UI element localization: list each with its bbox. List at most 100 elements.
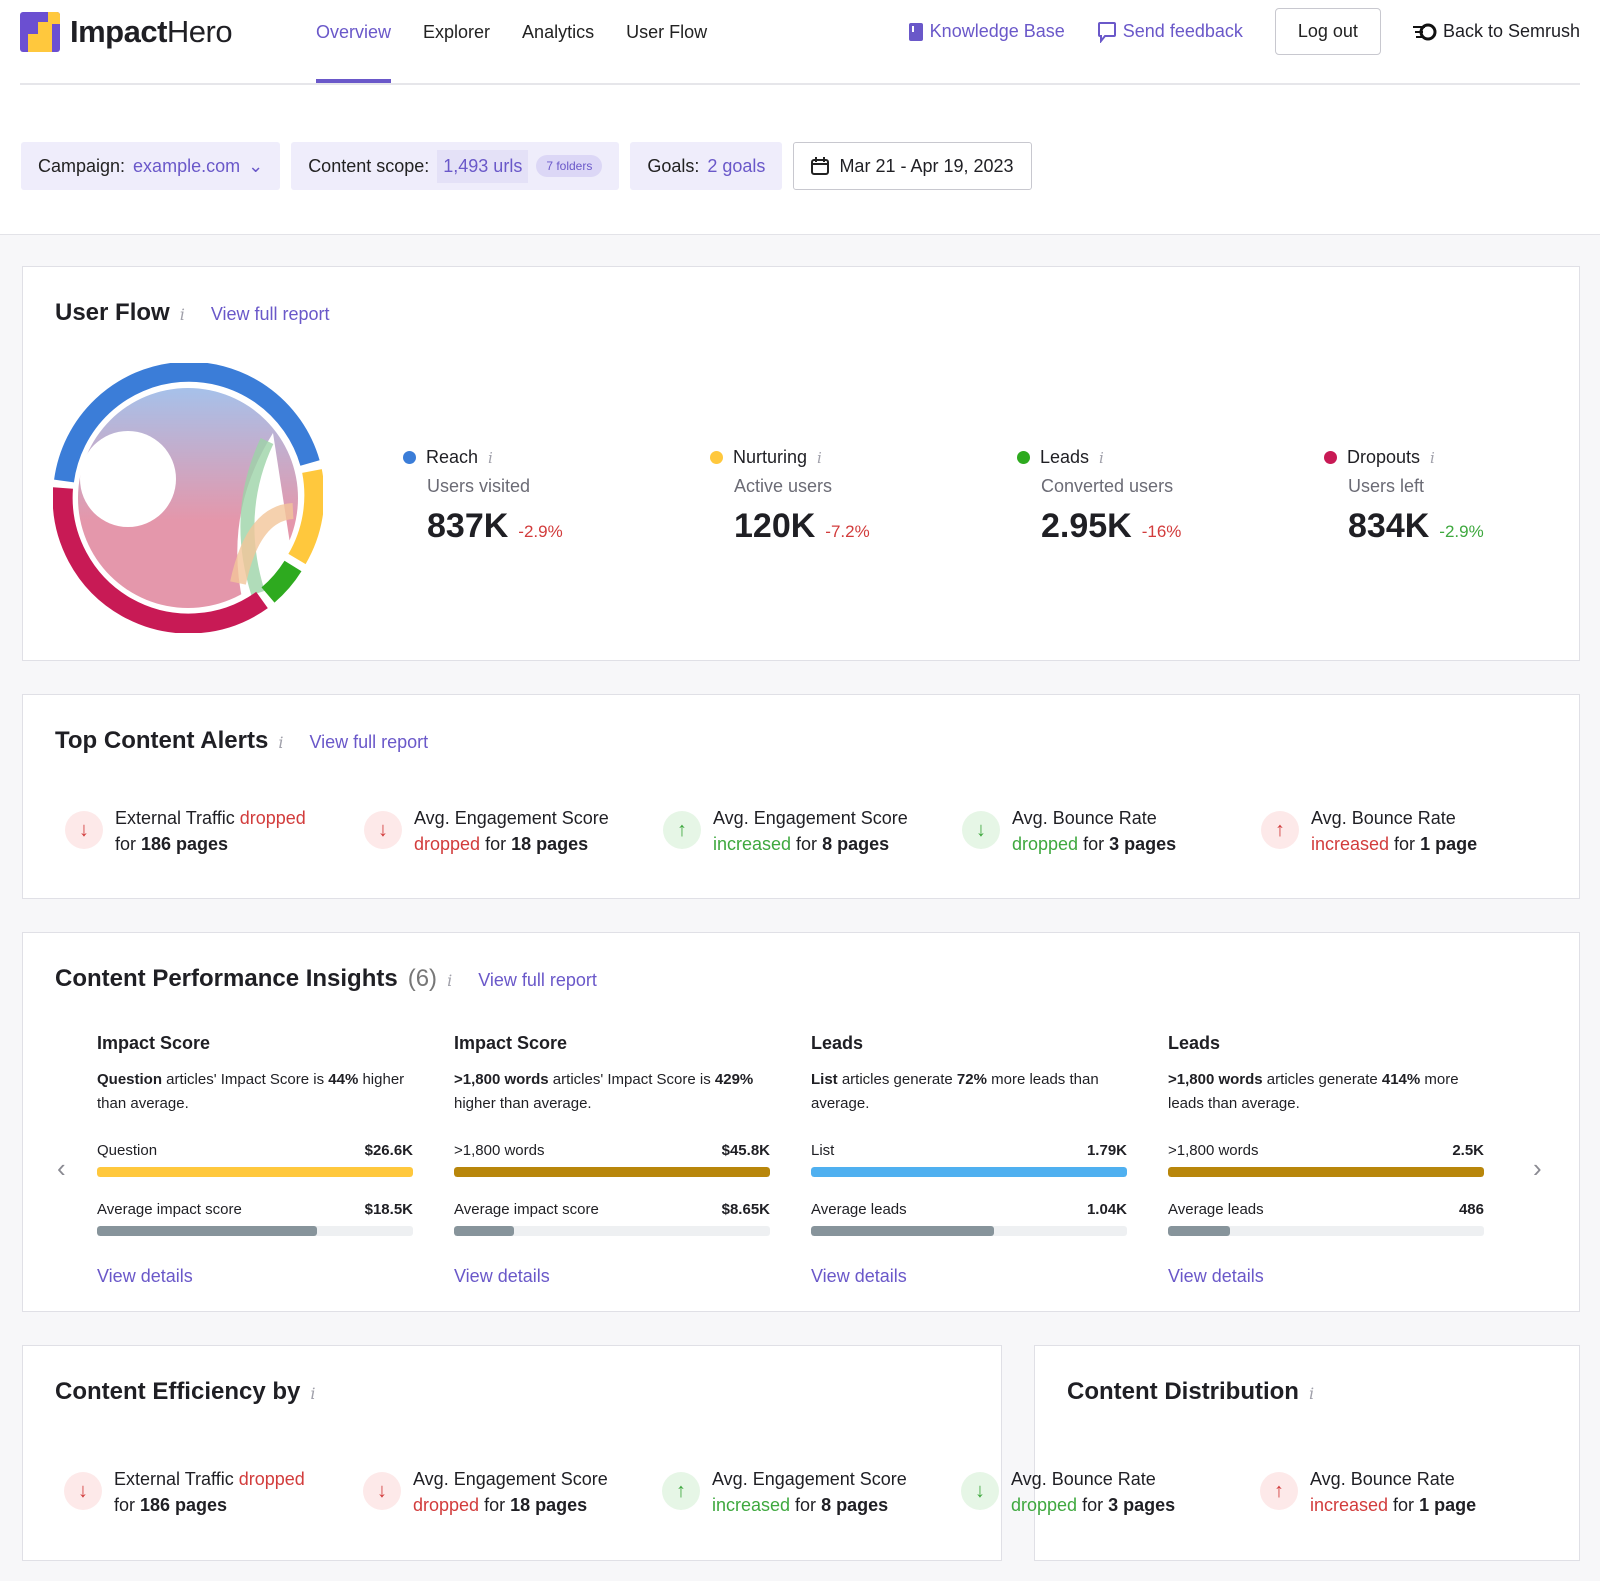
user-flow-view-report-link[interactable]: View full report xyxy=(210,304,330,324)
tab-explorer[interactable]: Explorer xyxy=(423,22,491,42)
send-feedback-link[interactable]: Send feedback xyxy=(1097,21,1243,43)
tab-overview[interactable]: Overview xyxy=(316,0,392,83)
alert-item[interactable]: ↑ Avg. Bounce Rate increased for 1 page xyxy=(1260,1466,1559,1518)
tab-analytics[interactable]: Analytics xyxy=(522,22,595,42)
date-range-value: Mar 21 - Apr 19, 2023 xyxy=(839,155,1014,176)
alert-for: for xyxy=(1388,1495,1420,1515)
reach-arc[interactable] xyxy=(54,363,320,483)
alert-item[interactable]: ↓ Avg. Engagement Score dropped for 18 pag… xyxy=(363,1466,662,1518)
metric-name: Nurturing xyxy=(733,447,808,467)
tab-user-flow[interactable]: User Flow xyxy=(626,22,708,42)
insight-bar-value: $45.8K xyxy=(721,1142,770,1159)
insight-description: >1,800 words articles' Impact Score is 4… xyxy=(454,1071,754,1112)
leads-arc[interactable] xyxy=(261,560,302,603)
alert-item[interactable]: ↑ Avg. Bounce Rate increased for 1 page xyxy=(1261,805,1560,857)
date-range-picker[interactable]: Mar 21 - Apr 19, 2023 xyxy=(793,142,1032,190)
campaign-value: example.com xyxy=(133,155,241,176)
alert-for: for xyxy=(115,834,142,854)
campaign-filter[interactable]: Campaign: example.com ⌄ xyxy=(21,142,281,190)
insight-bar-value: $26.6K xyxy=(364,1142,413,1159)
goals-filter[interactable]: Goals: 2 goals xyxy=(630,142,783,190)
alert-item[interactable]: ↓ Avg. Bounce Rate dropped for 3 pages xyxy=(962,805,1261,857)
info-icon[interactable]: i xyxy=(1308,1384,1315,1403)
metric-value: 120K xyxy=(734,507,816,545)
alert-for: for xyxy=(791,834,823,854)
alert-item[interactable]: ↓ Avg. Bounce Rate dropped for 3 pages xyxy=(961,1466,1260,1518)
alert-item[interactable]: ↓ Avg. Engagement Score dropped for 18 pag… xyxy=(364,805,663,857)
insights-title: Content Performance Insights xyxy=(55,965,398,992)
user-flow-card: User Flow i View full report Reach i Users … xyxy=(22,266,1580,661)
logo[interactable]: ImpactHero xyxy=(20,12,233,52)
user-flow-title: User Flow xyxy=(55,299,170,326)
alert-metric: Avg. Engagement Score xyxy=(413,1469,608,1489)
average-bar xyxy=(811,1226,1127,1236)
arrow-up-icon: ↑ xyxy=(1260,1472,1298,1510)
view-details-link[interactable]: View details xyxy=(1168,1266,1264,1286)
alerts-view-report-link[interactable]: View full report xyxy=(309,732,429,752)
metric-name: Dropouts xyxy=(1347,447,1421,467)
view-details-link[interactable]: View details xyxy=(811,1266,907,1286)
insight-card: Leads List articles generate 72% more le… xyxy=(811,1033,1127,1287)
carousel-next-icon[interactable]: › xyxy=(1533,1153,1542,1183)
user-flow-chord-diagram[interactable] xyxy=(53,363,323,633)
carousel-prev-icon[interactable]: ‹ xyxy=(57,1153,66,1183)
metric-change: -2.9% xyxy=(518,522,563,541)
alert-item[interactable]: ↑ Avg. Engagement Score increased for 8 pa… xyxy=(663,805,962,857)
info-icon[interactable]: i xyxy=(1430,448,1435,467)
alert-count: 8 pages xyxy=(822,834,890,854)
alert-item[interactable]: ↓ External Traffic dropped for 186 pages xyxy=(64,1466,363,1518)
metric-value: 834K xyxy=(1348,507,1430,545)
alert-for: for xyxy=(114,1495,141,1515)
alert-count: 18 pages xyxy=(510,1495,588,1515)
info-icon[interactable]: i xyxy=(1099,448,1104,467)
insight-bar-value: 1.79K xyxy=(1086,1142,1127,1159)
insights-count: (6) xyxy=(407,965,438,992)
alert-count: 18 pages xyxy=(511,834,589,854)
arrow-down-icon: ↓ xyxy=(961,1472,999,1510)
metric-value: 837K xyxy=(427,507,509,545)
logout-button[interactable]: Log out xyxy=(1274,8,1381,55)
info-icon[interactable]: i xyxy=(447,971,453,990)
average-bar-value: $18.5K xyxy=(364,1201,413,1218)
insight-bar xyxy=(1168,1167,1484,1177)
info-icon[interactable]: i xyxy=(179,305,185,324)
chevron-down-icon: ⌄ xyxy=(248,155,264,176)
info-icon[interactable]: i xyxy=(278,733,284,752)
alert-metric: Avg. Engagement Score xyxy=(713,808,908,828)
alert-item[interactable]: ↑ Avg. Engagement Score increased for 8 pa… xyxy=(662,1466,961,1518)
folders-pill[interactable]: 7 folders xyxy=(536,155,603,177)
back-to-semrush-link[interactable]: Back to Semrush xyxy=(1412,21,1580,42)
semrush-icon xyxy=(1412,23,1437,40)
alert-change: increased xyxy=(1310,1495,1389,1515)
dropouts-arc[interactable] xyxy=(53,487,268,633)
nurturing-arc[interactable] xyxy=(288,469,323,565)
metric-change: -2.9% xyxy=(1439,522,1484,541)
brand-bold: Impact xyxy=(70,14,167,49)
content-efficiency-card: Content Efficiency by i xyxy=(22,1345,1002,1561)
insight-description: List articles generate 72% more leads th… xyxy=(811,1071,1099,1112)
alert-item[interactable]: ↓ External Traffic dropped for 186 pages xyxy=(65,805,364,857)
scope-value[interactable]: 1,493 urls xyxy=(437,149,529,183)
header-area: ImpactHero Overview Explorer Analytics U… xyxy=(0,0,1600,235)
content-scope-filter[interactable]: Content scope: 1,493 urls 7 folders xyxy=(291,142,620,190)
alert-change: dropped xyxy=(1012,834,1079,854)
efficiency-alerts: ↓ External Traffic dropped for 186 pages ↓ A… xyxy=(64,1466,1559,1518)
alert-for: for xyxy=(1078,834,1110,854)
efficiency-title: Content Efficiency by xyxy=(55,1378,301,1405)
insight-title: Impact Score xyxy=(454,1033,568,1053)
scope-label: Content scope: xyxy=(308,155,430,176)
knowledge-base-link[interactable]: Knowledge Base xyxy=(908,21,1065,42)
metric-subtitle: Converted users xyxy=(1041,476,1174,496)
insights-view-report-link[interactable]: View full report xyxy=(478,970,597,990)
campaign-label: Campaign: xyxy=(38,155,126,176)
metric-nurturing: Nurturing i Active users 120K -7.2% xyxy=(710,447,870,546)
metric-value: 2.95K xyxy=(1041,507,1132,545)
average-bar xyxy=(454,1226,770,1236)
alert-metric: Avg. Bounce Rate xyxy=(1311,808,1456,828)
average-bar-value: $8.65K xyxy=(721,1201,770,1218)
info-icon[interactable]: i xyxy=(310,1384,316,1403)
view-details-link[interactable]: View details xyxy=(97,1266,193,1286)
view-details-link[interactable]: View details xyxy=(454,1266,550,1286)
info-icon[interactable]: i xyxy=(817,448,822,467)
info-icon[interactable]: i xyxy=(488,448,493,467)
